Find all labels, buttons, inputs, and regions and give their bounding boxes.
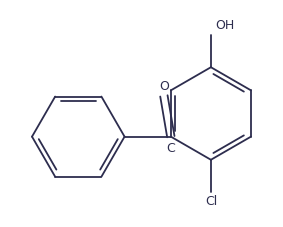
Text: C: C [166,142,175,155]
Text: Cl: Cl [205,195,217,208]
Text: OH: OH [215,19,234,32]
Text: O: O [159,79,169,93]
